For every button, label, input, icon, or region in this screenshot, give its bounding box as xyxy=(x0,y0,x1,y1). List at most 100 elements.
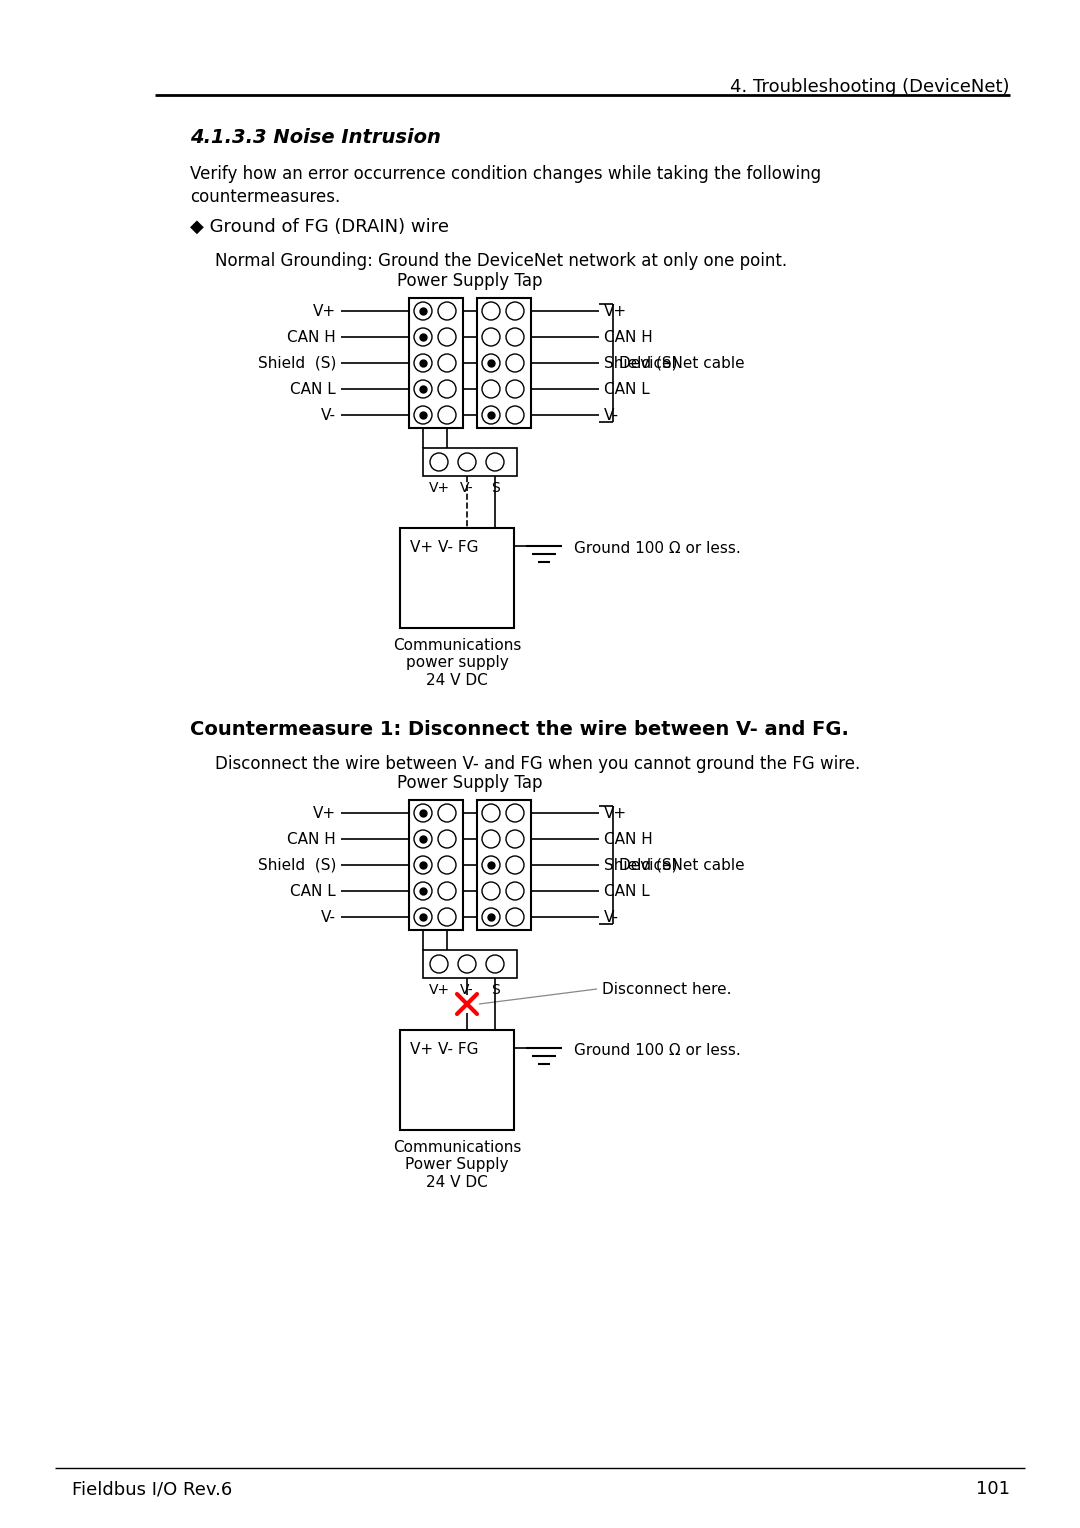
Circle shape xyxy=(414,908,432,926)
Circle shape xyxy=(482,804,500,822)
Circle shape xyxy=(438,303,456,319)
Bar xyxy=(477,801,531,931)
Bar xyxy=(400,529,514,628)
Circle shape xyxy=(438,354,456,371)
Text: CAN H: CAN H xyxy=(604,831,652,847)
Circle shape xyxy=(414,804,432,822)
Text: Communications
Power Supply
24 V DC: Communications Power Supply 24 V DC xyxy=(393,1140,522,1190)
Circle shape xyxy=(482,908,500,926)
Circle shape xyxy=(438,908,456,926)
Text: Ground 100 Ω or less.: Ground 100 Ω or less. xyxy=(573,1044,741,1057)
Circle shape xyxy=(507,380,524,397)
Text: V-: V- xyxy=(460,983,474,996)
Text: V+: V+ xyxy=(429,983,449,996)
Text: Disconnect here.: Disconnect here. xyxy=(602,981,731,996)
Text: CAN H: CAN H xyxy=(287,330,336,344)
Text: Shield  (S): Shield (S) xyxy=(258,356,336,370)
Circle shape xyxy=(482,329,500,345)
Circle shape xyxy=(414,354,432,371)
Text: Normal Grounding: Ground the DeviceNet network at only one point.: Normal Grounding: Ground the DeviceNet n… xyxy=(215,252,787,270)
Bar xyxy=(477,298,531,428)
Text: V-: V- xyxy=(604,909,619,924)
Text: Communications
power supply
24 V DC: Communications power supply 24 V DC xyxy=(393,639,522,688)
Circle shape xyxy=(507,406,524,423)
Circle shape xyxy=(414,882,432,900)
Circle shape xyxy=(438,380,456,397)
Circle shape xyxy=(458,452,476,471)
Text: Verify how an error occurrence condition changes while taking the following: Verify how an error occurrence condition… xyxy=(190,165,821,183)
Circle shape xyxy=(507,354,524,371)
Circle shape xyxy=(482,830,500,848)
Circle shape xyxy=(430,955,448,973)
Bar xyxy=(423,950,517,978)
Circle shape xyxy=(438,804,456,822)
Circle shape xyxy=(458,955,476,973)
Text: V+: V+ xyxy=(313,805,336,821)
Circle shape xyxy=(430,452,448,471)
Circle shape xyxy=(438,830,456,848)
Circle shape xyxy=(414,856,432,874)
Circle shape xyxy=(482,303,500,319)
Text: CAN H: CAN H xyxy=(287,831,336,847)
Circle shape xyxy=(482,406,500,423)
Text: Countermeasure 1: Disconnect the wire between V- and FG.: Countermeasure 1: Disconnect the wire be… xyxy=(190,720,849,740)
Text: CAN L: CAN L xyxy=(604,883,650,898)
Bar xyxy=(400,1030,514,1131)
Circle shape xyxy=(507,303,524,319)
Circle shape xyxy=(486,452,504,471)
Circle shape xyxy=(438,856,456,874)
Text: V-: V- xyxy=(604,408,619,423)
Circle shape xyxy=(486,955,504,973)
Text: ◆ Ground of FG (DRAIN) wire: ◆ Ground of FG (DRAIN) wire xyxy=(190,219,449,235)
Text: Ground 100 Ω or less.: Ground 100 Ω or less. xyxy=(573,541,741,556)
Text: CAN L: CAN L xyxy=(604,382,650,396)
Text: countermeasures.: countermeasures. xyxy=(190,188,340,206)
Bar xyxy=(423,448,517,477)
Circle shape xyxy=(414,329,432,345)
Text: Power Supply Tap: Power Supply Tap xyxy=(397,272,543,290)
Circle shape xyxy=(482,856,500,874)
Text: V+ V- FG: V+ V- FG xyxy=(410,1042,478,1057)
Text: 101: 101 xyxy=(976,1481,1010,1497)
Text: V-: V- xyxy=(460,481,474,495)
Circle shape xyxy=(507,804,524,822)
Circle shape xyxy=(438,329,456,345)
Circle shape xyxy=(414,380,432,397)
Text: V+: V+ xyxy=(604,304,627,318)
Text: V+ V- FG: V+ V- FG xyxy=(410,539,478,555)
Text: Shield  (S): Shield (S) xyxy=(258,857,336,872)
Text: DeviceNet cable: DeviceNet cable xyxy=(619,857,744,872)
Circle shape xyxy=(414,406,432,423)
Bar xyxy=(409,298,463,428)
Text: 4. Troubleshooting (DeviceNet): 4. Troubleshooting (DeviceNet) xyxy=(730,78,1010,96)
Circle shape xyxy=(414,830,432,848)
Circle shape xyxy=(482,380,500,397)
Circle shape xyxy=(438,882,456,900)
Text: V-: V- xyxy=(321,408,336,423)
Text: Shield (S): Shield (S) xyxy=(604,857,677,872)
Circle shape xyxy=(414,303,432,319)
Text: S: S xyxy=(490,481,499,495)
Text: CAN H: CAN H xyxy=(604,330,652,344)
Circle shape xyxy=(507,329,524,345)
Text: V+: V+ xyxy=(429,481,449,495)
Text: Fieldbus I/O Rev.6: Fieldbus I/O Rev.6 xyxy=(72,1481,232,1497)
Text: CAN L: CAN L xyxy=(291,883,336,898)
Text: S: S xyxy=(490,983,499,996)
Circle shape xyxy=(507,856,524,874)
Bar xyxy=(409,801,463,931)
Text: V-: V- xyxy=(321,909,336,924)
Circle shape xyxy=(507,882,524,900)
Text: Shield (S): Shield (S) xyxy=(604,356,677,370)
Circle shape xyxy=(482,882,500,900)
Circle shape xyxy=(507,908,524,926)
Circle shape xyxy=(438,406,456,423)
Circle shape xyxy=(482,354,500,371)
Text: 4.1.3.3 Noise Intrusion: 4.1.3.3 Noise Intrusion xyxy=(190,128,441,147)
Text: V+: V+ xyxy=(604,805,627,821)
Text: Power Supply Tap: Power Supply Tap xyxy=(397,775,543,792)
Text: V+: V+ xyxy=(313,304,336,318)
Text: Disconnect the wire between V- and FG when you cannot ground the FG wire.: Disconnect the wire between V- and FG wh… xyxy=(215,755,861,773)
Text: DeviceNet cable: DeviceNet cable xyxy=(619,356,744,370)
Circle shape xyxy=(507,830,524,848)
